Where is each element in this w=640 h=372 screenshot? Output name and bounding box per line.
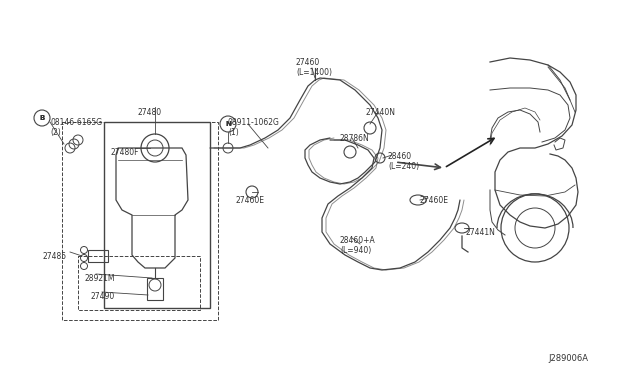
Text: N: N [225, 121, 231, 127]
Text: 27480F: 27480F [110, 148, 138, 157]
Circle shape [344, 146, 356, 158]
Text: 08146-6165G
(2): 08146-6165G (2) [50, 118, 102, 137]
Text: 28921M: 28921M [84, 274, 115, 283]
Text: 08911-1062G
(1): 08911-1062G (1) [228, 118, 280, 137]
Ellipse shape [410, 195, 426, 205]
Bar [78, 256, 200, 310]
Circle shape [246, 186, 258, 198]
Text: B: B [40, 115, 45, 121]
Text: 27490: 27490 [90, 292, 115, 301]
Bar [62, 122, 218, 320]
Text: 27460E: 27460E [235, 196, 264, 205]
Text: 27460
(L=1400): 27460 (L=1400) [296, 58, 332, 77]
Circle shape [364, 122, 376, 134]
Text: J289006A: J289006A [548, 354, 588, 363]
Circle shape [375, 153, 385, 163]
Text: 27480: 27480 [138, 108, 162, 117]
Text: N: N [225, 121, 231, 127]
Bar [104, 122, 210, 308]
Text: 27440N: 27440N [366, 108, 396, 117]
Ellipse shape [455, 223, 469, 233]
Text: B: B [40, 115, 45, 121]
Text: 27460E: 27460E [420, 196, 449, 205]
Text: 27441N: 27441N [466, 228, 496, 237]
Text: 28786N: 28786N [340, 134, 370, 143]
Text: 27485: 27485 [42, 252, 66, 261]
Text: 28460+A
(L=940): 28460+A (L=940) [340, 236, 376, 256]
Bar [147, 278, 163, 300]
Bar [88, 250, 108, 262]
Text: 28460
(L=240): 28460 (L=240) [388, 152, 419, 171]
